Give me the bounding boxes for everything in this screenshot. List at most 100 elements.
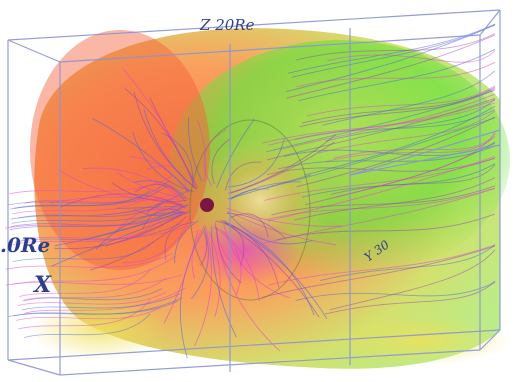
field-line	[329, 249, 496, 311]
field-line	[226, 212, 286, 239]
field-line	[12, 188, 161, 215]
field-line	[295, 281, 496, 301]
field-line	[331, 164, 496, 195]
field-line	[21, 225, 190, 241]
field-line	[24, 287, 186, 314]
field-line	[18, 299, 151, 330]
field-line	[53, 211, 185, 250]
field-line	[319, 244, 496, 282]
field-line	[211, 226, 237, 338]
field-line	[133, 91, 197, 189]
field-line	[142, 208, 186, 230]
field-line	[9, 175, 173, 195]
field-line	[23, 288, 163, 302]
field-line	[275, 213, 496, 241]
field-line	[89, 216, 187, 271]
field-line	[146, 202, 186, 214]
field-line	[228, 134, 337, 194]
field-line	[262, 102, 496, 144]
field-line	[82, 167, 181, 198]
field-line	[227, 211, 313, 245]
field-line	[60, 193, 183, 208]
field-line	[266, 89, 496, 153]
field-line	[319, 110, 496, 154]
field-line	[296, 61, 496, 88]
field-line	[335, 132, 496, 198]
x-axis-name-label: X	[32, 272, 52, 298]
field-line	[268, 244, 496, 286]
magnetic-field-lines	[5, 23, 496, 359]
field-line	[11, 255, 176, 285]
field-line	[23, 313, 151, 338]
field-line	[174, 220, 199, 264]
field-line	[51, 211, 190, 267]
field-line	[279, 93, 496, 151]
field-line	[301, 86, 496, 124]
field-line	[163, 230, 199, 324]
field-line	[15, 223, 181, 243]
x-axis-scale-label: .0Re	[0, 233, 50, 257]
field-line	[216, 119, 255, 188]
field-line	[266, 157, 496, 176]
field-line	[225, 161, 262, 191]
field-line	[264, 187, 496, 221]
field-line	[9, 204, 189, 231]
field-line	[22, 277, 167, 301]
field-line	[230, 213, 269, 238]
field-line	[161, 132, 194, 183]
field-line	[10, 189, 191, 220]
field-line	[226, 207, 344, 227]
field-line	[21, 293, 181, 311]
field-line	[191, 228, 204, 279]
field-line	[266, 97, 496, 161]
field-line	[230, 181, 301, 200]
field-line	[294, 177, 496, 221]
field-line	[191, 226, 209, 300]
field-line	[92, 118, 190, 193]
field-line	[261, 245, 496, 298]
field-line	[303, 105, 496, 176]
field-line	[277, 145, 496, 170]
field-line	[296, 116, 496, 188]
field-line	[286, 34, 496, 99]
field-line	[54, 211, 181, 247]
field-line	[213, 226, 242, 296]
field-line	[5, 274, 182, 286]
field-line	[18, 203, 162, 219]
field-line	[227, 211, 336, 246]
field-line	[299, 88, 496, 128]
field-line	[215, 220, 245, 266]
field-line	[227, 138, 285, 188]
field-line	[291, 23, 496, 78]
field-line	[200, 232, 208, 266]
field-line	[121, 216, 191, 264]
field-line	[10, 214, 166, 227]
field-line	[5, 252, 173, 270]
field-line	[179, 230, 205, 359]
field-line	[325, 135, 496, 162]
field-line	[24, 191, 183, 204]
field-line	[271, 185, 496, 216]
field-line	[17, 292, 167, 306]
field-line	[197, 120, 207, 183]
magnetosphere-volume	[30, 28, 510, 369]
field-line	[224, 222, 315, 316]
field-line	[11, 204, 179, 224]
bounding-box	[7, 9, 501, 376]
field-line	[216, 227, 242, 284]
field-line	[325, 98, 496, 142]
field-line	[111, 182, 187, 203]
field-line	[187, 117, 203, 182]
field-line	[19, 268, 151, 297]
field-line	[267, 117, 496, 189]
field-line	[5, 210, 190, 229]
field-line	[325, 280, 496, 315]
field-line	[12, 241, 154, 262]
earth-marker	[200, 198, 214, 212]
field-line	[12, 220, 161, 245]
field-line	[16, 306, 162, 321]
field-line	[287, 23, 496, 74]
field-line	[132, 131, 194, 193]
field-line	[211, 138, 230, 185]
